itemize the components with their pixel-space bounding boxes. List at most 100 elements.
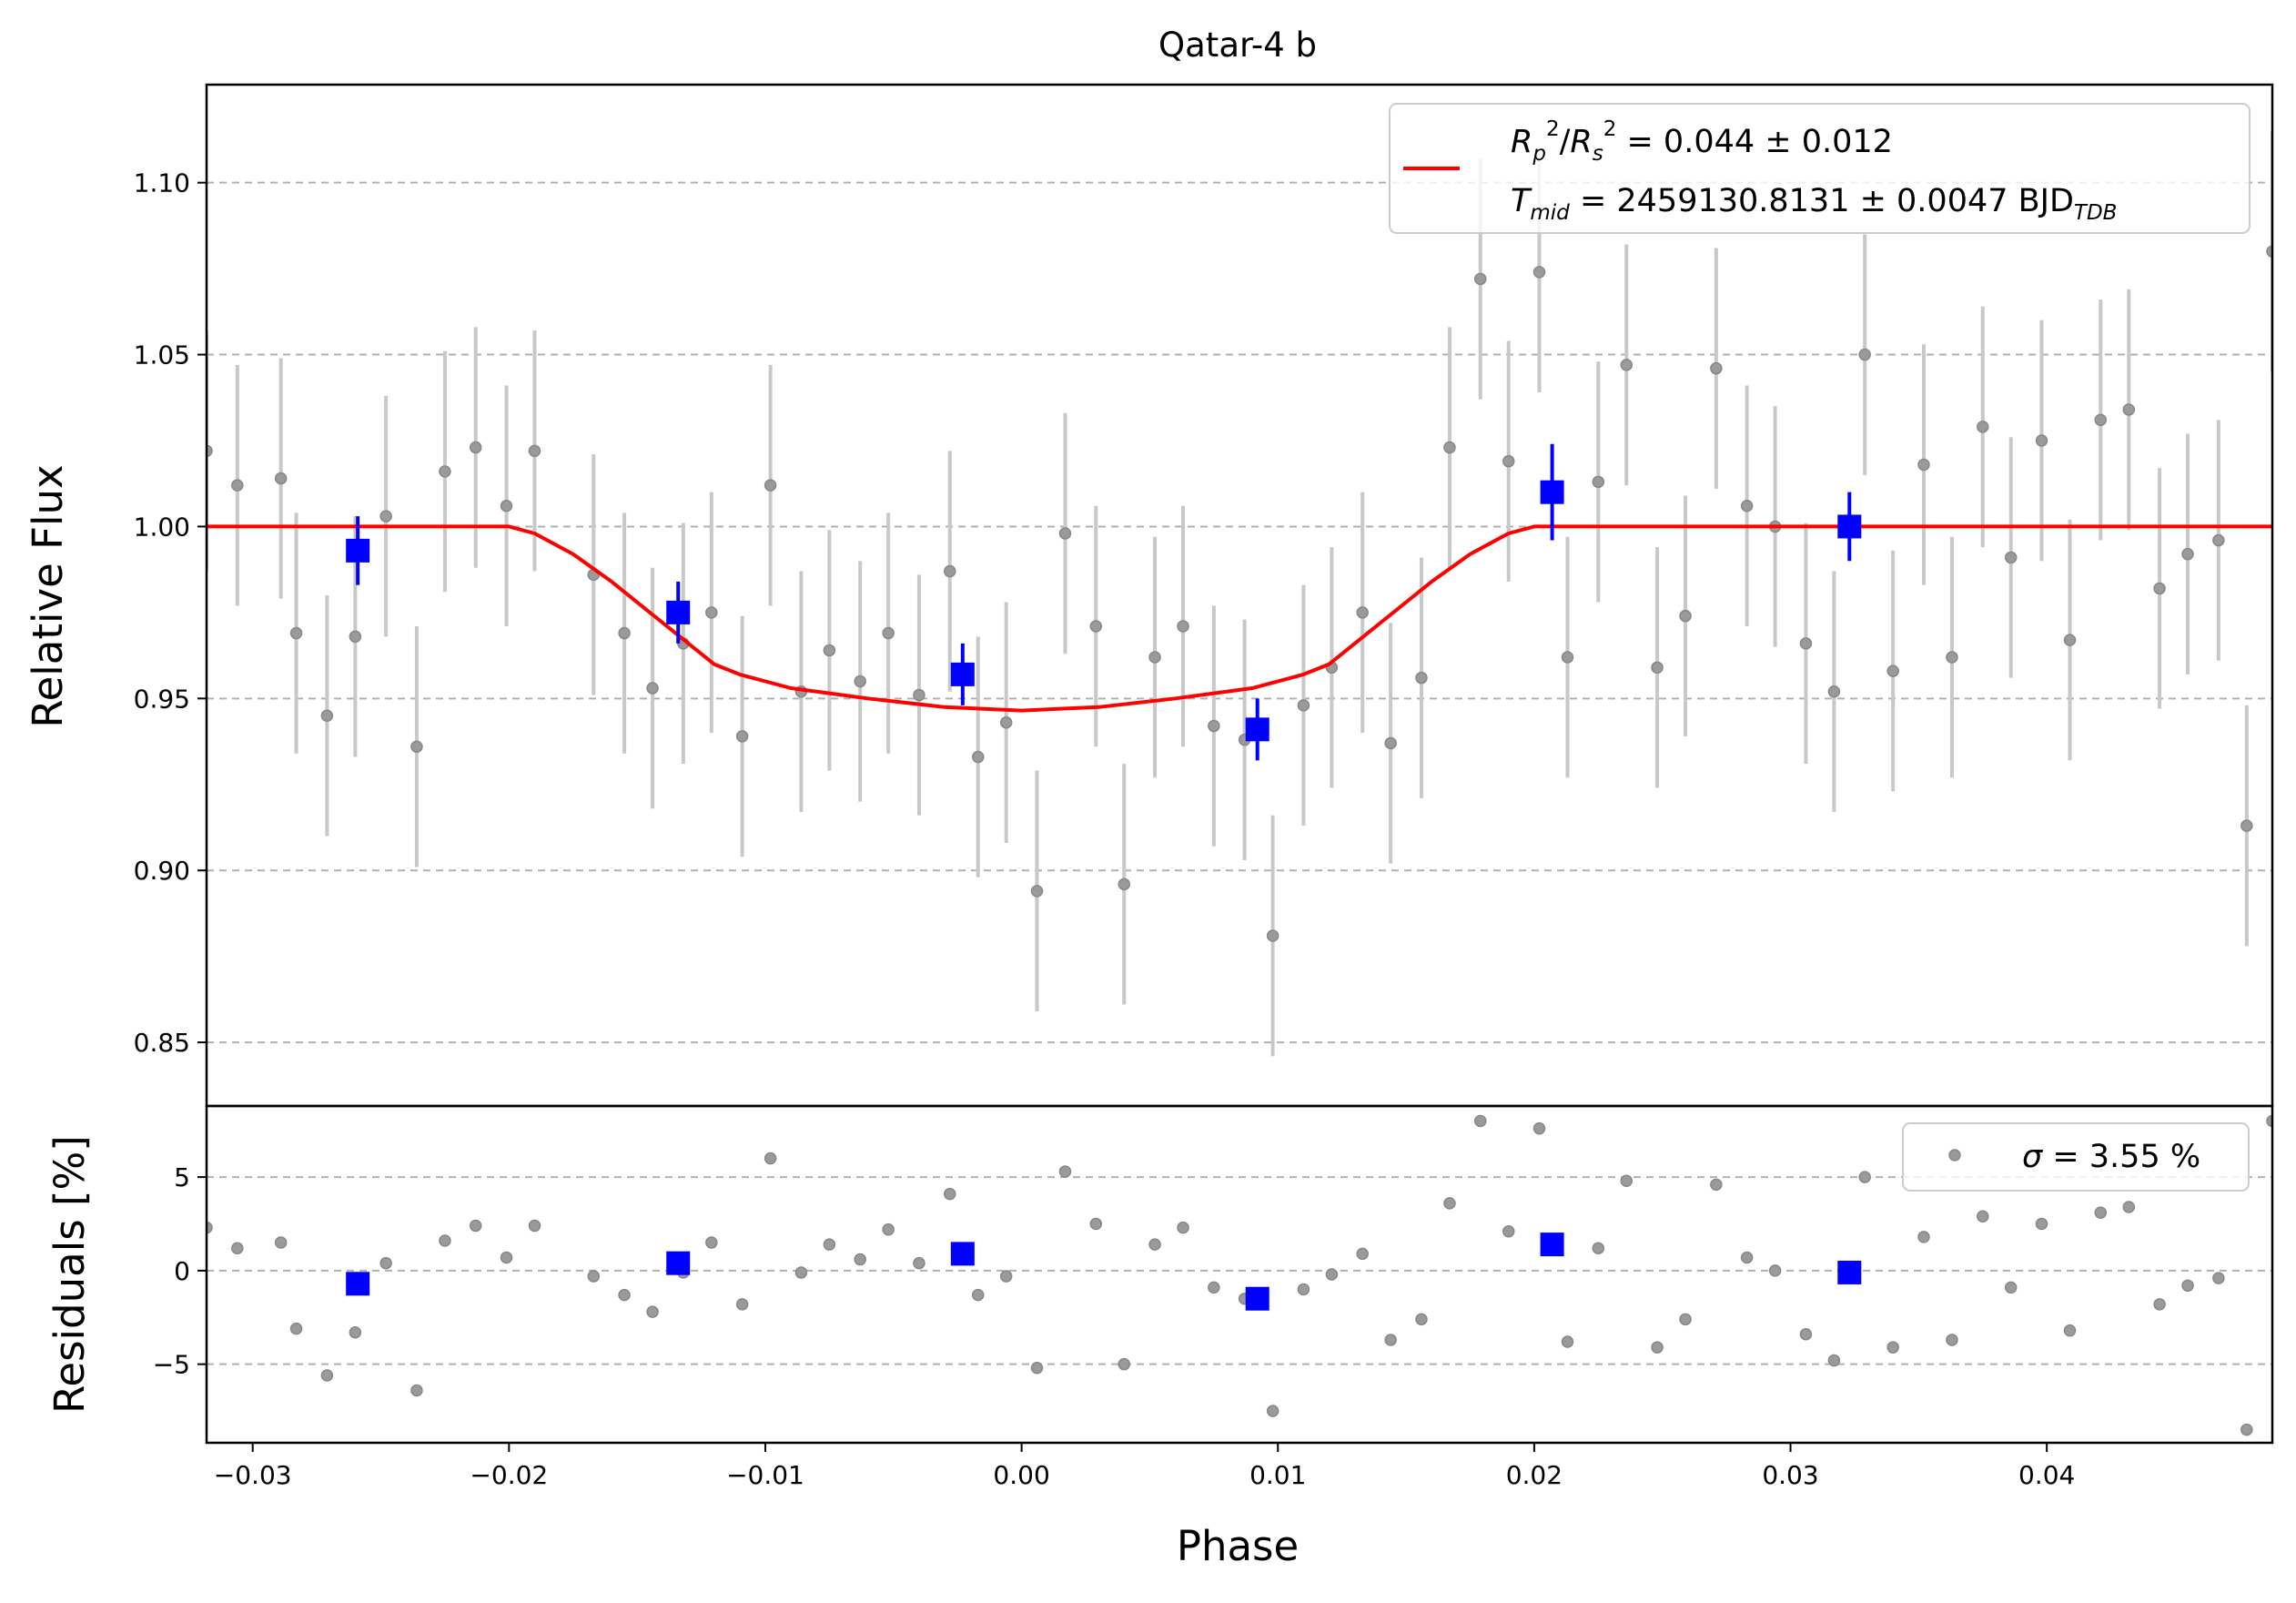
residual-point	[1266, 1405, 1279, 1417]
residual-point	[1384, 1334, 1397, 1346]
x-tick-label: 0.01	[1249, 1460, 1306, 1490]
data-point	[1030, 885, 1044, 898]
data-point	[379, 510, 392, 522]
data-point	[1356, 606, 1369, 619]
data-point	[2212, 533, 2225, 547]
data-point	[410, 740, 423, 753]
bottom-y-axis-label: Residuals [%]	[46, 1135, 94, 1414]
data-point	[705, 606, 718, 619]
data-point	[231, 479, 244, 492]
data-point	[882, 626, 895, 640]
top-y-tick-label: 1.00	[134, 512, 190, 542]
residual-point	[1886, 1341, 1899, 1354]
data-point	[1384, 736, 1397, 750]
binned-residual	[1540, 1233, 1564, 1257]
residual-point	[1208, 1281, 1220, 1294]
residual-point	[2094, 1206, 2108, 1219]
residual-point	[618, 1288, 631, 1302]
residual-point	[320, 1369, 334, 1382]
data-point	[1886, 665, 1899, 677]
svg-text:Tmid = 2459130.8131 ± 0.0047 B: Tmid = 2459130.8131 ± 0.0047 BJDTDB	[1511, 183, 2117, 225]
binned-residual	[346, 1272, 370, 1296]
residual-point	[1592, 1242, 1605, 1254]
residual-point	[2240, 1423, 2253, 1436]
residual-point	[1058, 1165, 1072, 1178]
binned-point	[1540, 480, 1564, 504]
residual-point	[1148, 1238, 1161, 1251]
binned-residual	[666, 1251, 691, 1275]
residual-point	[2153, 1298, 2166, 1311]
top-panel: 0.85 0.90 0.95 1.00 1.05 1.10 Relative Flux R…	[24, 83, 2274, 1108]
data-point	[1858, 348, 1871, 361]
residual-point	[1620, 1174, 1633, 1187]
residual-point	[1030, 1362, 1044, 1375]
data-point	[1266, 929, 1279, 942]
binned-point	[666, 600, 691, 624]
data-point	[2063, 634, 2077, 646]
residual-point	[274, 1236, 288, 1249]
residual-point	[1089, 1217, 1103, 1231]
bottom-y-tick-label: 5	[174, 1162, 190, 1192]
data-point	[1502, 454, 1515, 468]
residual-point	[882, 1223, 895, 1236]
data-point	[1532, 266, 1546, 279]
residual-point	[2181, 1279, 2194, 1293]
data-point	[1740, 500, 1754, 512]
data-point	[1679, 609, 1692, 623]
residual-point	[528, 1219, 541, 1233]
x-tick-label: 0.00	[993, 1460, 1049, 1490]
residual-point	[1297, 1283, 1310, 1296]
residual-point	[1443, 1197, 1456, 1210]
x-tick-label: 0.04	[2018, 1460, 2075, 1490]
data-point	[1177, 620, 1189, 633]
residual-point	[469, 1219, 482, 1233]
binned-point	[346, 538, 370, 563]
residual-point	[913, 1256, 925, 1270]
residual-point	[500, 1251, 513, 1264]
data-point	[1473, 272, 1487, 286]
data-point	[1415, 671, 1428, 685]
legend-sigma-value: = 3.55 %	[2052, 1139, 2200, 1175]
top-y-tick-label: 1.05	[134, 340, 190, 370]
chart-title: Qatar-4 b	[1158, 25, 1317, 65]
data-point	[999, 716, 1013, 729]
residual-point	[1415, 1313, 1428, 1326]
residual-point	[1799, 1328, 1813, 1341]
data-point	[1561, 651, 1574, 664]
data-point	[1827, 685, 1841, 698]
residual-point	[999, 1270, 1013, 1283]
legend-residual-marker	[1948, 1149, 1961, 1162]
residual-point	[1768, 1264, 1782, 1277]
residual-point	[794, 1266, 808, 1279]
residual-point	[1679, 1313, 1692, 1326]
binned-point	[950, 662, 975, 686]
x-tick-label: −0.03	[214, 1460, 292, 1490]
data-point	[274, 472, 288, 485]
data-point	[646, 682, 659, 695]
x-axis-label: Phase	[1177, 1522, 1299, 1570]
residual-point	[231, 1242, 244, 1254]
residual-point	[1356, 1247, 1369, 1261]
residual-point	[1946, 1334, 1958, 1346]
residual-point	[439, 1234, 451, 1247]
residual-point	[1740, 1251, 1754, 1264]
residual-point	[587, 1270, 601, 1283]
binned-residual	[1837, 1260, 1862, 1284]
data-point	[2153, 582, 2166, 595]
residual-point	[854, 1253, 866, 1266]
data-point	[823, 644, 836, 657]
legend-tmid-value: = 2459130.8131 ± 0.0047 BJD	[1580, 183, 2074, 219]
data-point	[1976, 421, 1989, 433]
data-point	[349, 630, 362, 644]
data-point	[1118, 878, 1131, 891]
data-point	[943, 564, 956, 578]
data-point	[1148, 651, 1161, 664]
data-point	[289, 626, 303, 640]
residual-point	[1858, 1171, 1871, 1183]
residual-point	[349, 1325, 362, 1339]
residual-point	[1502, 1224, 1515, 1238]
data-point	[2266, 245, 2272, 258]
bottom-y-tick-label: 0	[174, 1256, 190, 1286]
data-point	[1443, 441, 1456, 454]
